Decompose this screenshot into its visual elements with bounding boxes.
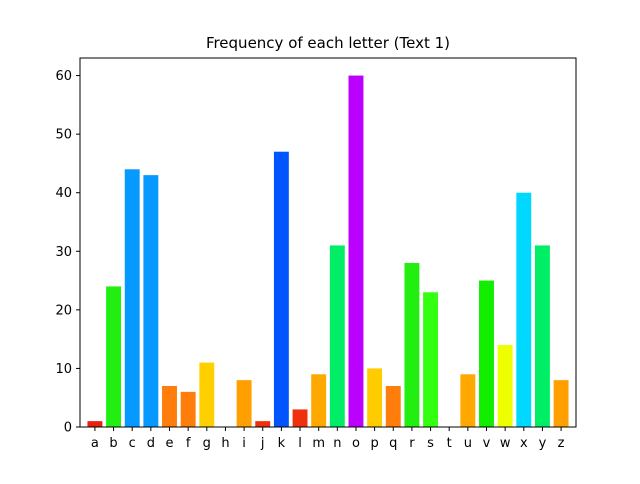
plot-frame: [79, 57, 577, 428]
bar-v: [479, 280, 494, 427]
x-tick-label-m: m: [312, 436, 325, 451]
y-tick-label-10: 10: [55, 362, 72, 377]
bar-m: [311, 374, 327, 427]
x-tick-label-w: w: [500, 436, 511, 451]
bar-f: [180, 391, 196, 427]
x-tick-label-v: v: [483, 436, 491, 451]
x-tick-label-t: t: [447, 436, 452, 451]
x-tick-label-s: s: [427, 436, 434, 451]
x-tick-label-n: n: [333, 436, 341, 451]
x-tick-label-q: q: [389, 436, 397, 451]
bar-b: [106, 286, 122, 427]
y-tick-label-20: 20: [55, 303, 72, 318]
bar-x: [516, 192, 532, 427]
x-tick-label-b: b: [109, 436, 117, 451]
bar-p: [367, 368, 383, 427]
bar-q: [385, 386, 401, 427]
bar-o: [348, 75, 364, 428]
bar-i: [236, 380, 252, 427]
x-tick-label-k: k: [278, 436, 286, 451]
y-tick-label-50: 50: [55, 128, 72, 143]
bar-z: [553, 380, 569, 427]
bar-d: [143, 175, 159, 427]
x-tick-label-u: u: [464, 436, 472, 451]
bar-l: [292, 409, 308, 427]
x-tick-label-r: r: [409, 436, 415, 451]
x-tick-label-g: g: [203, 436, 211, 451]
x-tick-label-d: d: [147, 436, 155, 451]
x-tick-label-l: l: [298, 436, 302, 451]
x-tick-label-y: y: [539, 436, 547, 451]
bar-g: [199, 362, 215, 427]
x-tick-label-e: e: [166, 436, 174, 451]
bar-y: [534, 245, 550, 427]
x-tick-label-i: i: [242, 436, 246, 451]
x-tick-label-a: a: [91, 436, 99, 451]
x-tick-label-x: x: [520, 436, 528, 451]
bar-n: [329, 245, 345, 427]
y-tick-label-60: 60: [55, 69, 72, 84]
bar-a: [87, 421, 103, 427]
x-tick-label-h: h: [221, 436, 229, 451]
bar-k: [273, 151, 289, 427]
y-tick-label-0: 0: [64, 421, 72, 436]
bar-s: [423, 292, 439, 427]
x-tick-label-p: p: [370, 436, 378, 451]
x-tick-label-c: c: [129, 436, 136, 451]
bar-r: [404, 263, 420, 427]
bar-j: [255, 421, 271, 427]
x-tick-label-j: j: [260, 436, 265, 451]
bar-w: [497, 345, 513, 427]
bar-c: [124, 169, 140, 428]
x-tick-label-f: f: [186, 436, 191, 451]
y-tick-label-30: 30: [55, 245, 72, 260]
x-tick-label-z: z: [558, 436, 565, 451]
bar-e: [162, 386, 177, 427]
x-tick-label-o: o: [352, 436, 360, 451]
chart-title: Frequency of each letter (Text 1): [205, 34, 451, 52]
bar-u: [460, 374, 476, 427]
y-tick-label-40: 40: [55, 186, 72, 201]
